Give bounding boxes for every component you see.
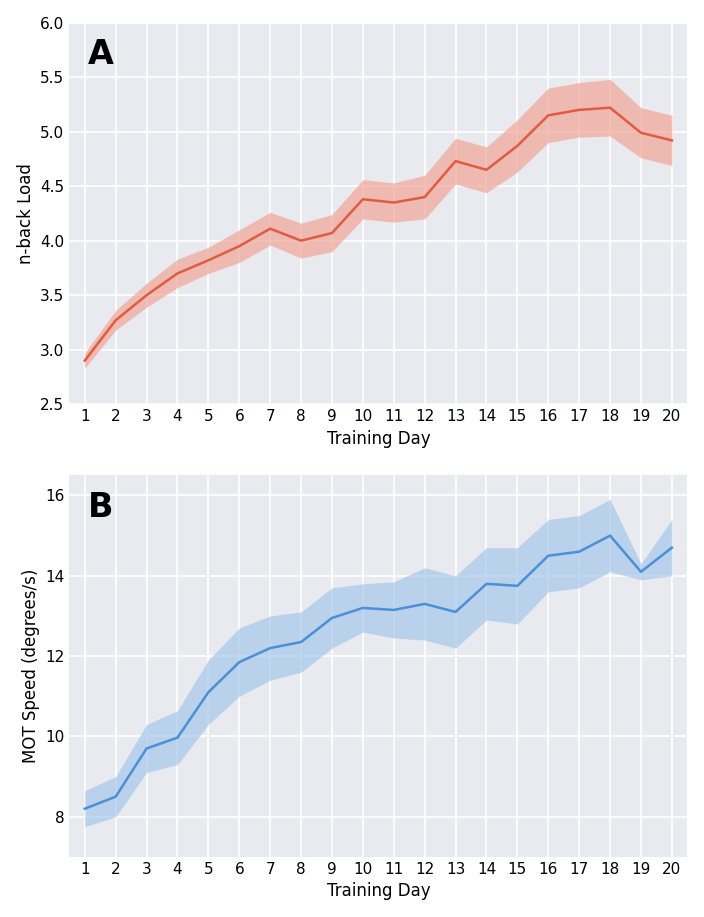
Y-axis label: MOT Speed (degrees/s): MOT Speed (degrees/s) bbox=[22, 569, 39, 763]
Text: B: B bbox=[88, 491, 113, 524]
X-axis label: Training Day: Training Day bbox=[327, 882, 430, 900]
Text: A: A bbox=[88, 38, 114, 71]
X-axis label: Training Day: Training Day bbox=[327, 429, 430, 447]
Y-axis label: n-back Load: n-back Load bbox=[17, 163, 34, 264]
